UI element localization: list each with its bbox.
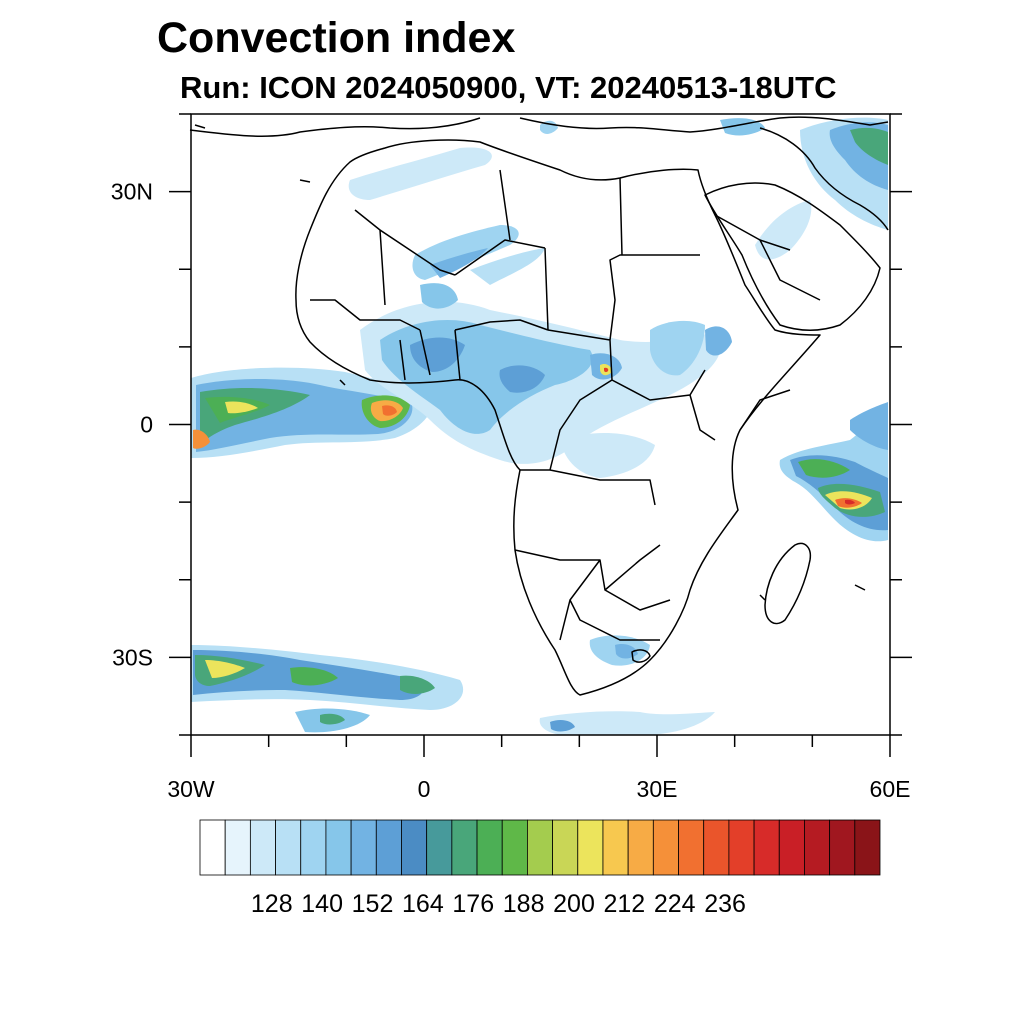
colorbar-swatch [703, 819, 730, 876]
colorbar-label: 164 [402, 890, 444, 918]
colorbar-swatch [325, 819, 352, 876]
colorbar-swatch [300, 819, 327, 876]
colorbar-label: 212 [604, 890, 646, 918]
colorbar-swatch [199, 819, 226, 876]
colorbar-swatch [854, 819, 881, 876]
colorbar-swatch [350, 819, 377, 876]
colorbar-swatch [753, 819, 780, 876]
colorbar-label: 224 [654, 890, 696, 918]
colorbar-swatch [552, 819, 579, 876]
colorbar-label: 152 [352, 890, 394, 918]
colorbar-swatch [224, 819, 251, 876]
lon-tick-label: 30W [167, 776, 215, 802]
colorbar-swatch [829, 819, 856, 876]
convection-field [191, 117, 888, 735]
colorbar-label: 188 [503, 890, 545, 918]
colorbar-swatch [476, 819, 503, 876]
lat-tick-label: 30S [112, 644, 153, 670]
colorbar-swatch [778, 819, 805, 876]
coastlines-borders [189, 116, 889, 696]
colorbar-swatch [426, 819, 453, 876]
colorbar-swatch [275, 819, 302, 876]
axis-tick-labels: 30W 0 30E 60E 30N 0 30S [111, 179, 911, 802]
colorbar-swatch [249, 819, 276, 876]
colorbar-label: 176 [452, 890, 494, 918]
lon-tick-label: 60E [870, 776, 911, 802]
lon-tick-label: 30E [637, 776, 678, 802]
colorbar: 128 140 152 164 176 188 200 212 224 236 [199, 819, 881, 918]
lon-tick-label: 0 [418, 776, 431, 802]
colorbar-swatch [602, 819, 629, 876]
axis-ticks [169, 113, 912, 757]
colorbar-swatch [527, 819, 553, 876]
lat-tick-label: 30N [111, 179, 153, 205]
colorbar-swatch [451, 819, 478, 876]
colorbar-swatch [652, 819, 679, 876]
colorbar-swatch [401, 819, 428, 876]
chart-title: Convection index [157, 14, 516, 62]
colorbar-swatch [678, 819, 705, 876]
colorbar-swatch [501, 819, 528, 876]
colorbar-swatch [728, 819, 755, 876]
colorbar-swatch [804, 819, 831, 876]
colorbar-label: 140 [301, 890, 343, 918]
colorbar-swatch [577, 819, 604, 876]
chart-subtitle: Run: ICON 2024050900, VT: 20240513-18UTC [180, 70, 837, 105]
colorbar-label: 236 [704, 890, 746, 918]
colorbar-label: 128 [251, 890, 293, 918]
colorbar-swatch [375, 819, 402, 876]
colorbar-label: 200 [553, 890, 595, 918]
colorbar-swatch [627, 819, 654, 876]
lat-tick-label: 0 [140, 412, 153, 438]
